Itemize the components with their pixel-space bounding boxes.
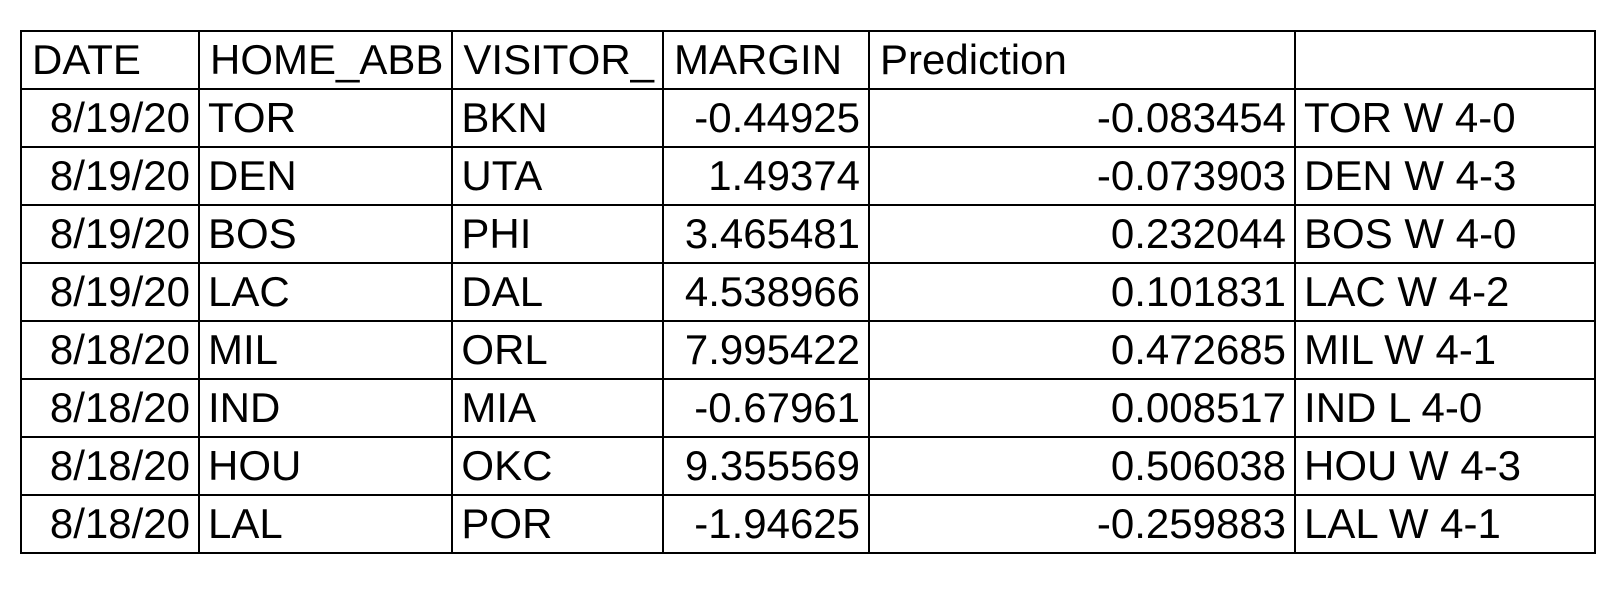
cell-result[interactable]: TOR W 4-0 [1294, 88, 1597, 148]
cell-prediction[interactable]: 0.101831 [868, 262, 1297, 322]
cell-margin[interactable]: -0.44925 [662, 88, 871, 148]
cell-result[interactable]: MIL W 4-1 [1294, 320, 1597, 380]
cell-prediction[interactable]: -0.073903 [868, 146, 1297, 206]
table-row: 8/18/20 MIL ORL 7.995422 0.472685 MIL W … [20, 320, 1597, 380]
cell-result[interactable]: DEN W 4-3 [1294, 146, 1597, 206]
header-cell-home-abb[interactable]: HOME_ABB [197, 30, 454, 90]
header-cell-blank[interactable] [1294, 30, 1597, 90]
cell-date[interactable]: 8/18/20 [20, 436, 200, 496]
cell-home[interactable]: LAC [197, 262, 454, 322]
cell-visitor[interactable]: BKN [451, 88, 665, 148]
table-row: 8/18/20 IND MIA -0.67961 0.008517 IND L … [20, 378, 1597, 438]
cell-date[interactable]: 8/19/20 [20, 146, 200, 206]
cell-result[interactable]: IND L 4-0 [1294, 378, 1597, 438]
cell-result[interactable]: LAL W 4-1 [1294, 494, 1597, 554]
cell-date[interactable]: 8/18/20 [20, 494, 200, 554]
cell-visitor[interactable]: POR [451, 494, 665, 554]
cell-home[interactable]: BOS [197, 204, 454, 264]
cell-prediction[interactable]: 0.472685 [868, 320, 1297, 380]
cell-margin[interactable]: 9.355569 [662, 436, 871, 496]
cell-prediction[interactable]: 0.506038 [868, 436, 1297, 496]
header-cell-date[interactable]: DATE [20, 30, 200, 90]
cell-result[interactable]: HOU W 4-3 [1294, 436, 1597, 496]
cell-home[interactable]: LAL [197, 494, 454, 554]
header-row: DATE HOME_ABB VISITOR_ MARGIN Prediction [20, 30, 1597, 90]
cell-margin[interactable]: -1.94625 [662, 494, 871, 554]
table-row: 8/19/20 DEN UTA 1.49374 -0.073903 DEN W … [20, 146, 1597, 206]
cell-prediction[interactable]: -0.259883 [868, 494, 1297, 554]
cell-date[interactable]: 8/18/20 [20, 320, 200, 380]
cell-prediction[interactable]: 0.008517 [868, 378, 1297, 438]
cell-home[interactable]: TOR [197, 88, 454, 148]
header-cell-margin[interactable]: MARGIN [662, 30, 871, 90]
cell-date[interactable]: 8/18/20 [20, 378, 200, 438]
header-cell-visitor[interactable]: VISITOR_ [451, 30, 665, 90]
cell-visitor[interactable]: ORL [451, 320, 665, 380]
table-row: 8/19/20 LAC DAL 4.538966 0.101831 LAC W … [20, 262, 1597, 322]
cell-home[interactable]: MIL [197, 320, 454, 380]
cell-margin[interactable]: -0.67961 [662, 378, 871, 438]
header-cell-prediction[interactable]: Prediction [868, 30, 1297, 90]
cell-result[interactable]: LAC W 4-2 [1294, 262, 1597, 322]
cell-visitor[interactable]: MIA [451, 378, 665, 438]
cell-home[interactable]: DEN [197, 146, 454, 206]
cell-margin[interactable]: 4.538966 [662, 262, 871, 322]
cell-prediction[interactable]: -0.083454 [868, 88, 1297, 148]
cell-margin[interactable]: 1.49374 [662, 146, 871, 206]
cell-date[interactable]: 8/19/20 [20, 88, 200, 148]
table-row: 8/19/20 TOR BKN -0.44925 -0.083454 TOR W… [20, 88, 1597, 148]
cell-margin[interactable]: 7.995422 [662, 320, 871, 380]
cell-date[interactable]: 8/19/20 [20, 204, 200, 264]
cell-visitor[interactable]: DAL [451, 262, 665, 322]
cell-result[interactable]: BOS W 4-0 [1294, 204, 1597, 264]
cell-prediction[interactable]: 0.232044 [868, 204, 1297, 264]
cell-visitor[interactable]: OKC [451, 436, 665, 496]
cell-home[interactable]: HOU [197, 436, 454, 496]
cell-margin[interactable]: 3.465481 [662, 204, 871, 264]
table-row: 8/18/20 LAL POR -1.94625 -0.259883 LAL W… [20, 494, 1597, 554]
table-row: 8/19/20 BOS PHI 3.465481 0.232044 BOS W … [20, 204, 1597, 264]
table-row: 8/18/20 HOU OKC 9.355569 0.506038 HOU W … [20, 436, 1597, 496]
cell-home[interactable]: IND [197, 378, 454, 438]
cell-visitor[interactable]: PHI [451, 204, 665, 264]
cell-date[interactable]: 8/19/20 [20, 262, 200, 322]
cell-visitor[interactable]: UTA [451, 146, 665, 206]
spreadsheet-table: DATE HOME_ABB VISITOR_ MARGIN Prediction… [20, 30, 1597, 554]
